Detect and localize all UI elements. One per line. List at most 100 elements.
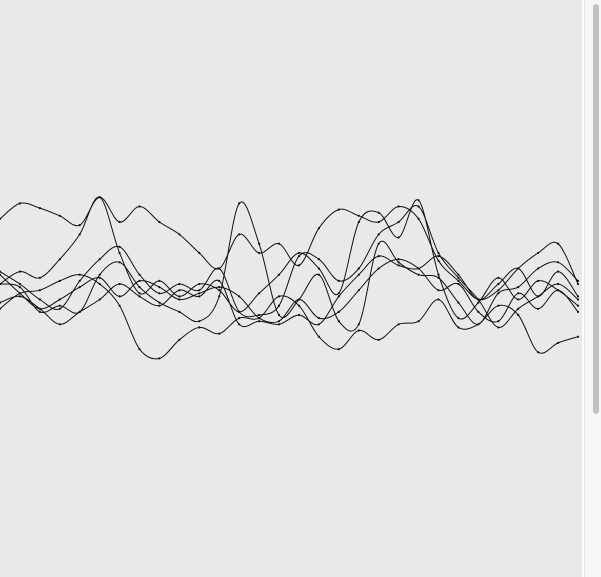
data-point-5-1	[0, 273, 2, 276]
data-point-7-13	[238, 202, 241, 205]
data-point-6-23	[437, 298, 440, 301]
data-point-6-16	[297, 304, 301, 307]
data-point-6-29	[557, 341, 560, 344]
data-point-2-25	[477, 301, 480, 304]
data-point-6-12	[218, 332, 221, 335]
vertical-scrollbar[interactable]	[584, 0, 601, 577]
data-point-4-4	[58, 323, 61, 326]
data-point-4-21	[397, 264, 400, 267]
data-point-6-26	[497, 304, 500, 307]
data-point-7-27	[517, 286, 520, 289]
data-point-6-10	[178, 338, 181, 341]
data-point-5-30	[576, 310, 580, 313]
data-point-4-2	[18, 295, 21, 298]
data-point-1-18	[337, 208, 340, 211]
data-point-3-10	[178, 282, 181, 286]
data-point-2-9	[158, 279, 161, 282]
data-point-5-3	[38, 307, 42, 310]
waveform-plot	[0, 196, 580, 360]
data-point-3-22	[417, 205, 420, 208]
data-point-4-14	[258, 320, 261, 323]
data-point-4-8	[138, 295, 141, 298]
data-point-6-1	[0, 307, 2, 310]
data-point-1-29	[557, 242, 560, 245]
data-point-7-25	[477, 323, 480, 326]
data-point-1-26	[497, 289, 500, 292]
data-point-6-11	[198, 326, 201, 329]
data-point-3-8	[138, 273, 141, 276]
data-point-1-16	[297, 264, 301, 267]
data-point-2-5	[78, 233, 81, 236]
data-point-5-28	[537, 307, 540, 310]
data-point-1-19	[357, 214, 360, 217]
scrollbar-thumb[interactable]	[593, 4, 599, 414]
data-point-4-28	[537, 295, 540, 298]
data-point-2-8	[138, 292, 141, 295]
data-point-4-30	[576, 295, 580, 298]
data-point-2-4	[58, 258, 61, 261]
data-point-7-8	[138, 286, 141, 289]
data-point-7-14	[258, 242, 261, 245]
data-point-5-20	[377, 267, 380, 270]
data-point-6-5	[78, 273, 81, 276]
data-point-5-5	[78, 286, 81, 289]
data-point-7-18	[337, 320, 340, 323]
data-point-4-19	[357, 273, 360, 276]
data-point-6-20	[377, 338, 380, 341]
data-point-3-2	[18, 282, 21, 286]
data-point-2-17	[317, 267, 320, 270]
data-point-6-18	[337, 348, 340, 351]
data-point-7-30	[576, 279, 580, 282]
data-point-7-28	[537, 267, 540, 270]
data-point-2-3	[38, 276, 42, 279]
data-point-7-7	[118, 261, 121, 264]
data-point-7-9	[158, 301, 161, 304]
data-point-7-5	[78, 310, 81, 313]
data-point-1-8	[138, 205, 141, 208]
data-point-3-19	[357, 267, 360, 270]
data-point-7-24	[457, 301, 460, 304]
data-point-2-27	[517, 298, 520, 301]
data-point-7-16	[297, 298, 301, 301]
data-point-7-22	[417, 273, 420, 276]
data-point-2-12	[218, 289, 221, 292]
data-point-5-8	[138, 279, 141, 282]
data-point-2-23	[437, 273, 440, 276]
data-point-5-12	[218, 286, 221, 289]
data-point-3-4	[58, 307, 61, 310]
data-point-3-14	[258, 313, 261, 317]
data-point-6-21	[397, 323, 400, 326]
data-point-5-19	[357, 289, 360, 292]
data-point-2-14	[258, 292, 261, 295]
data-point-5-6	[98, 276, 101, 279]
data-point-1-3	[38, 207, 42, 210]
data-point-6-14	[258, 317, 261, 320]
data-point-6-8	[138, 348, 141, 351]
data-point-2-26	[497, 276, 500, 279]
data-point-3-16	[297, 255, 301, 258]
data-point-2-30	[576, 304, 580, 307]
data-point-3-21	[397, 220, 400, 224]
data-point-2-2	[18, 270, 21, 273]
data-point-3-18	[337, 279, 340, 282]
data-point-7-6	[98, 273, 101, 276]
data-point-2-22	[417, 199, 420, 202]
data-point-4-10	[178, 289, 181, 292]
data-point-4-24	[457, 273, 460, 276]
data-point-4-23	[437, 255, 440, 258]
data-point-4-25	[477, 298, 480, 301]
data-point-7-12	[218, 295, 221, 298]
data-point-4-11	[198, 295, 201, 298]
data-point-5-23	[437, 289, 440, 292]
data-point-7-11	[198, 320, 201, 323]
data-point-2-6	[98, 196, 101, 199]
data-point-5-26	[497, 320, 500, 323]
data-point-6-17	[317, 335, 320, 338]
data-point-1-24	[457, 279, 460, 282]
data-point-7-1	[0, 282, 2, 286]
data-point-5-11	[198, 292, 201, 295]
data-point-2-19	[357, 220, 360, 224]
data-point-6-24	[457, 326, 460, 329]
data-point-3-26	[497, 326, 500, 329]
data-point-2-18	[337, 292, 340, 295]
